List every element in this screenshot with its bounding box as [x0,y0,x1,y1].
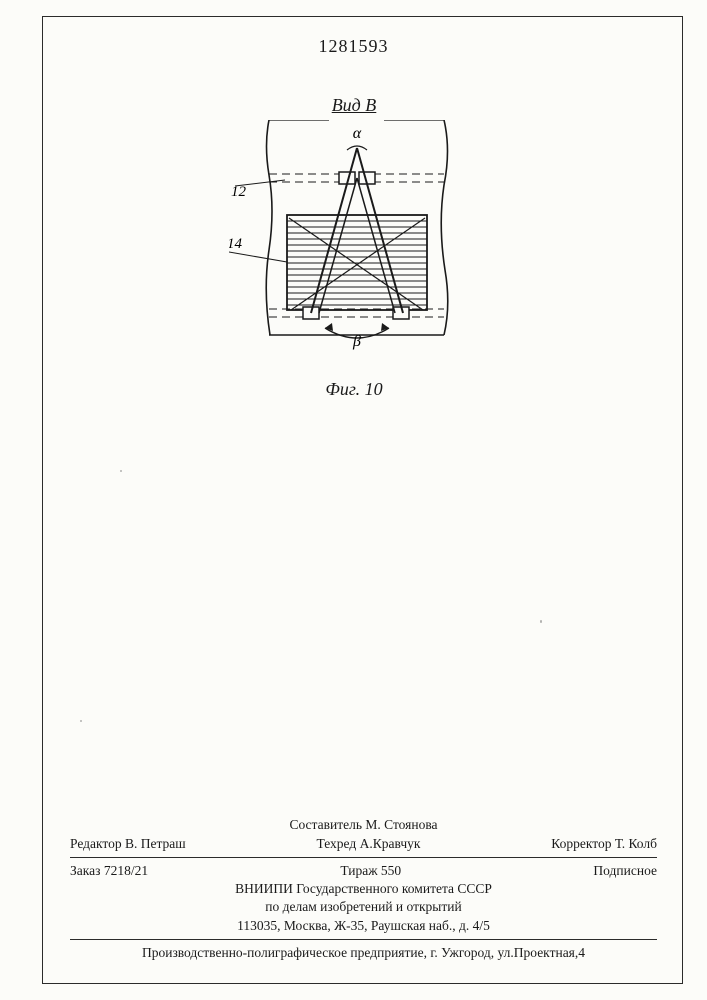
order-value: 7218/21 [104,863,148,878]
ref-12: 12 [231,184,247,200]
proofreader: Корректор Т. Колб [551,835,657,853]
figure-drawing: α β 12 14 [229,120,479,372]
noise-dot [80,720,82,722]
editor-label: Редактор [70,836,122,851]
org-addr: 113035, Москва, Ж-35, Раушская наб., д. … [70,917,657,935]
printer-line: Производственно-полиграфическое предприя… [70,944,657,962]
techred-name: А.Кравчук [360,836,421,851]
order-row: Заказ 7218/21 Тираж 550 Подписное [70,862,657,880]
print-run-value: 550 [381,863,401,878]
print-run: Тираж 550 [340,862,401,880]
noise-dot [120,470,122,472]
org-line1: ВНИИПИ Государственного комитета СССР [70,880,657,898]
techred-label: Техред [317,836,357,851]
angle-beta-label: β [352,333,361,350]
techred: Техред А.Кравчук [317,835,421,853]
compiler-name: М. Стоянова [365,817,437,832]
editor: Редактор В. Петраш [70,835,186,853]
ref-14: 14 [229,236,243,252]
org-line2: по делам изобретений и открытий [70,898,657,916]
proof-label: Корректор [551,836,611,851]
divider-1 [70,857,657,858]
footer-block: Составитель М. Стоянова Редактор В. Петр… [70,816,657,962]
subscription: Подписное [593,862,657,880]
order-label: Заказ [70,863,100,878]
compiler-label: Составитель [289,817,362,832]
figure-caption: Фиг. 10 [229,379,479,400]
figure-10: Вид В [229,95,479,400]
noise-dot [540,620,542,623]
proof-name: Т. Колб [615,836,657,851]
credits-row: Редактор В. Петраш Техред А.Кравчук Корр… [70,835,657,853]
angle-alpha-label: α [353,125,362,142]
view-label: Вид В [229,95,479,116]
document-number: 1281593 [0,36,707,57]
compiler-line: Составитель М. Стоянова [70,816,657,834]
divider-2 [70,939,657,940]
print-run-label: Тираж [340,863,377,878]
editor-name: В. Петраш [125,836,186,851]
order: Заказ 7218/21 [70,862,148,880]
